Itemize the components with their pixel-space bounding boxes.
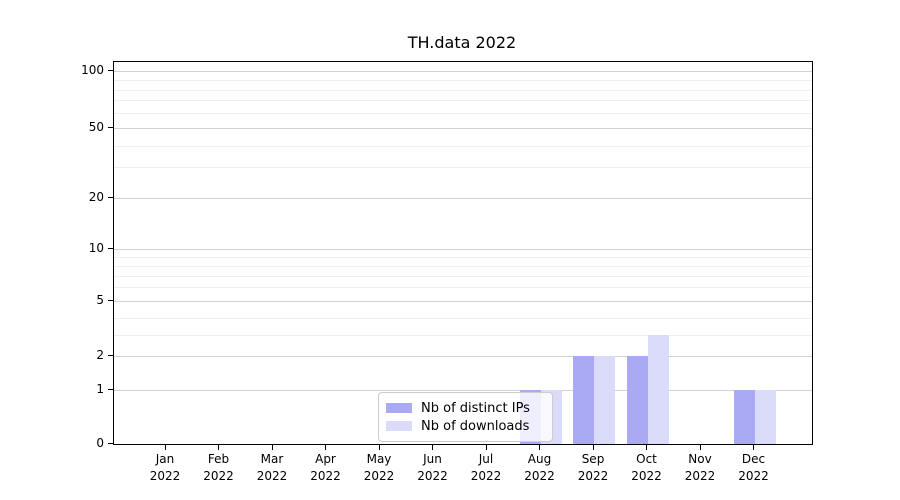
x-tick-year: 2022: [738, 469, 769, 483]
x-tick-label: Apr 2022: [296, 451, 356, 485]
x-tick-year: 2022: [684, 469, 716, 483]
x-tick-year: 2022: [363, 469, 395, 483]
y-tick-mark: [108, 354, 113, 356]
bar-distinct-ips: [626, 356, 648, 444]
x-tick-label: Sep 2022: [563, 451, 623, 485]
x-tick-mark: [646, 445, 648, 450]
y-tick-label: 20: [88, 190, 104, 204]
x-tick-year: 2022: [417, 469, 448, 483]
x-tick-mark: [271, 445, 273, 450]
x-tick-month: Jun: [423, 452, 442, 466]
x-tick-label: Dec 2022: [724, 451, 784, 485]
x-tick-mark: [699, 445, 701, 450]
y-tick-mark: [108, 69, 113, 71]
x-tick-year: 2022: [577, 469, 609, 483]
x-tick-mark: [539, 445, 541, 450]
bar-distinct-ips: [573, 356, 594, 444]
chart-title: TH.data 2022: [407, 33, 517, 52]
y-gridline-minor: [114, 90, 812, 91]
y-tick-label: 2: [96, 348, 104, 362]
x-tick-year: 2022: [203, 469, 234, 483]
x-tick-month: Feb: [207, 452, 230, 466]
y-tick-label: 100: [81, 63, 104, 77]
y-gridline-minor: [114, 318, 812, 319]
x-tick-year: 2022: [470, 469, 502, 483]
y-gridline-major: [114, 198, 812, 199]
y-tick-label: 0: [96, 436, 104, 450]
x-tick-month: Jan: [155, 452, 175, 466]
y-gridline-minor: [114, 266, 812, 267]
y-gridline-minor: [114, 146, 812, 147]
x-tick-mark: [753, 445, 755, 450]
y-gridline-major: [114, 390, 812, 391]
legend: Nb of distinct IPs Nb of downloads: [378, 392, 553, 442]
y-gridline-major: [114, 71, 812, 72]
y-gridline-minor: [114, 287, 812, 288]
legend-swatch: [386, 421, 412, 431]
y-gridline-major: [114, 249, 812, 250]
y-tick-label: 5: [96, 293, 104, 307]
legend-swatch: [386, 403, 412, 413]
y-gridline-minor: [114, 276, 812, 277]
bar-downloads: [594, 356, 615, 444]
y-gridline-minor: [114, 100, 812, 101]
x-tick-label: Jul 2022: [456, 451, 516, 485]
x-tick-year: 2022: [149, 469, 181, 483]
y-tick-mark: [108, 247, 113, 249]
x-tick-month: Dec: [741, 452, 766, 466]
x-tick-year: 2022: [310, 469, 341, 483]
x-tick-mark: [218, 445, 220, 450]
y-tick-label: 10: [88, 241, 104, 255]
x-tick-month: Aug: [527, 452, 552, 466]
x-tick-label: Aug 2022: [510, 451, 570, 485]
x-tick-year: 2022: [524, 469, 555, 483]
x-tick-month: Nov: [688, 452, 712, 466]
x-tick-label: Jun 2022: [403, 451, 463, 485]
x-tick-label: Oct 2022: [617, 451, 677, 485]
y-gridline-major: [114, 301, 812, 302]
x-tick-label: Mar 2022: [242, 451, 302, 485]
plot-area: Nb of distinct IPs Nb of downloads: [113, 61, 813, 445]
y-gridline-minor: [114, 113, 812, 114]
legend-entry: Nb of downloads: [386, 417, 544, 435]
y-gridline-minor: [114, 257, 812, 258]
y-gridline-minor: [114, 167, 812, 168]
y-gridline-minor: [114, 80, 812, 81]
legend-entry: Nb of distinct IPs: [386, 399, 544, 417]
x-tick-mark: [164, 445, 166, 450]
y-gridline-major: [114, 128, 812, 129]
y-tick-mark: [108, 388, 113, 390]
y-tick-mark: [108, 299, 113, 301]
y-tick-label: 50: [88, 120, 104, 134]
x-tick-mark: [432, 445, 434, 450]
x-tick-month: Apr: [315, 452, 336, 466]
x-tick-label: Nov 2022: [670, 451, 730, 485]
bar-downloads: [647, 335, 669, 444]
x-tick-year: 2022: [631, 469, 662, 483]
x-tick-month: Sep: [581, 452, 605, 466]
x-tick-mark: [592, 445, 594, 450]
x-tick-month: Jul: [478, 452, 494, 466]
x-tick-month: Oct: [636, 452, 657, 466]
y-gridline-major: [114, 356, 812, 357]
x-tick-month: Mar: [260, 452, 284, 466]
bar-distinct-ips: [733, 390, 755, 444]
x-tick-mark: [378, 445, 380, 450]
y-tick-mark: [108, 126, 113, 128]
x-tick-mark: [325, 445, 327, 450]
y-tick-label: 1: [96, 382, 104, 396]
x-tick-label: Jan 2022: [135, 451, 195, 485]
x-tick-label: May 2022: [349, 451, 409, 485]
legend-label: Nb of distinct IPs: [421, 400, 530, 416]
x-tick-mark: [485, 445, 487, 450]
legend-label: Nb of downloads: [421, 418, 530, 434]
bar-downloads: [754, 390, 776, 444]
y-tick-mark: [108, 442, 113, 444]
y-gridline-minor: [114, 335, 812, 336]
x-tick-year: 2022: [256, 469, 288, 483]
x-tick-month: May: [366, 452, 392, 466]
y-tick-mark: [108, 196, 113, 198]
x-tick-label: Feb 2022: [189, 451, 249, 485]
